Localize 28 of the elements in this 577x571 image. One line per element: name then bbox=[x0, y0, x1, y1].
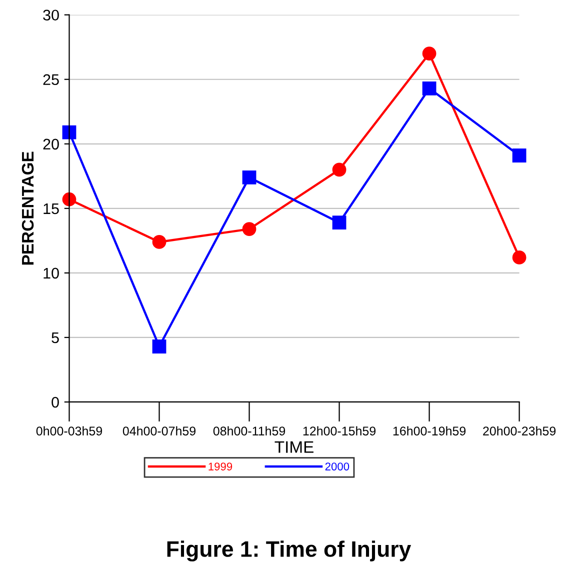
y-tick-label: 0 bbox=[52, 396, 59, 408]
point bbox=[152, 340, 166, 354]
text: 2000 bbox=[325, 462, 350, 470]
y-tick-label: 20 bbox=[43, 138, 59, 150]
y-tick-label: 30 bbox=[43, 10, 59, 21]
x-axis-title: TIME bbox=[274, 441, 314, 453]
text: 1999 bbox=[208, 462, 232, 470]
x-tick-label: 16h00-19h59 bbox=[393, 426, 466, 436]
point bbox=[332, 162, 346, 177]
x-tick-label: 12h00-15h59 bbox=[303, 426, 376, 436]
point bbox=[512, 250, 526, 264]
y-tick-label: 25 bbox=[43, 74, 59, 86]
y-axis-title: PERCENTAGE bbox=[22, 152, 34, 265]
point bbox=[512, 148, 526, 162]
x-tick-label: 04h00-07h59 bbox=[122, 426, 196, 436]
x-tick-label: 20h00-23h59 bbox=[483, 426, 556, 436]
x-tick-label: 0h00-03h59 bbox=[36, 426, 102, 436]
x-tick-label: 08h00-11h59 bbox=[213, 426, 286, 436]
point bbox=[242, 170, 256, 184]
point bbox=[422, 46, 436, 61]
y-tick-label: 10 bbox=[44, 268, 59, 279]
point bbox=[152, 235, 166, 249]
point bbox=[242, 222, 256, 236]
y-tick-label: 5 bbox=[52, 332, 59, 344]
y-tick-label: 15 bbox=[44, 203, 59, 214]
point bbox=[422, 81, 436, 96]
text: Figure 1: Time of Injury bbox=[167, 540, 412, 562]
point bbox=[332, 216, 346, 230]
